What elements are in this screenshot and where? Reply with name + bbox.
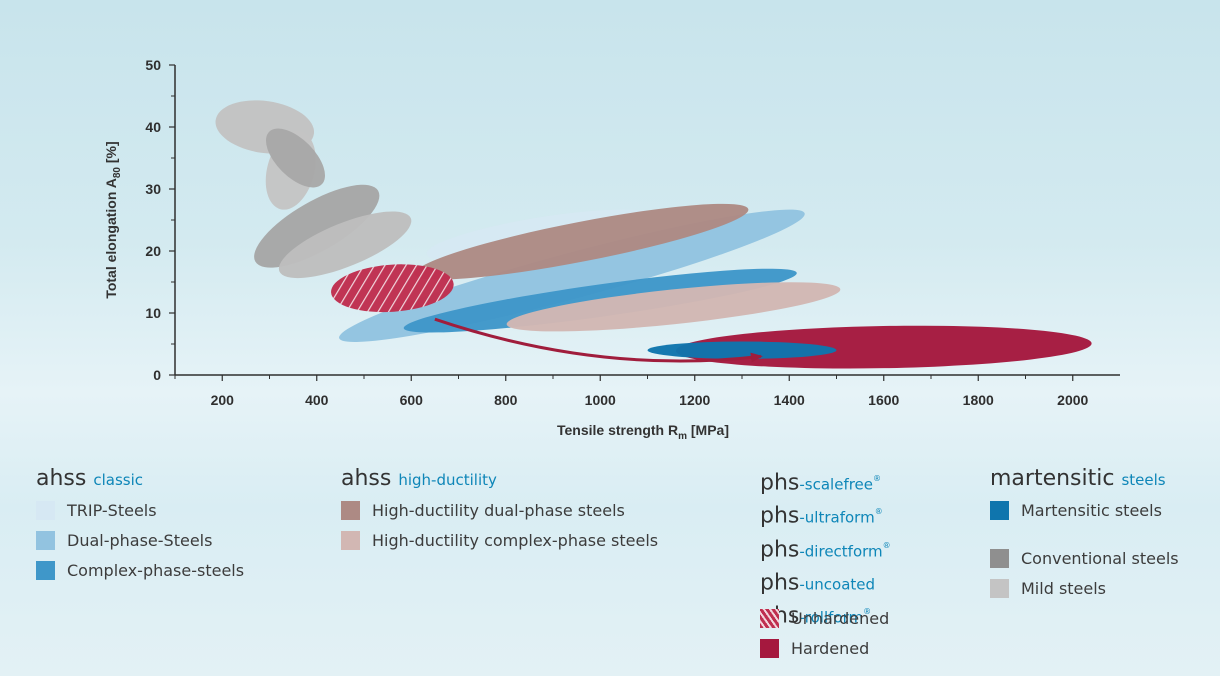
legend-title-ahss-high-ductility: ahss high-ductility xyxy=(341,466,497,491)
legend-item-martensitic: Martensitic steels xyxy=(990,501,1162,520)
legend-swatch-hd-dual-phase xyxy=(341,501,360,520)
legend-label-complex-phase: Complex-phase-steels xyxy=(67,561,245,580)
legend-item-trip: TRIP-Steels xyxy=(36,501,157,520)
region-unhardened-12 xyxy=(331,264,454,313)
legend-label-martensitic: Martensitic steels xyxy=(1021,501,1162,520)
legend-martensitic: martensitic steels Martensitic steels Co… xyxy=(990,466,1210,606)
phs-scalefree: phs-scalefree® xyxy=(760,470,882,496)
legend-ahss-classic: ahss classic TRIP-Steels Dual-phase-Stee… xyxy=(36,466,296,596)
y-tick-label-30: 30 xyxy=(145,181,161,197)
phs-directform: phs-directform® xyxy=(760,536,891,562)
y-tick-label-10: 10 xyxy=(145,305,161,321)
legend-swatch-complex-phase xyxy=(36,561,55,580)
legend-label-trip: TRIP-Steels xyxy=(67,501,157,520)
y-tick-label-40: 40 xyxy=(145,119,161,135)
legend-swatch-unhardened xyxy=(760,609,779,628)
legend-label-hd-complex-phase: High-ductility complex-phase steels xyxy=(372,531,659,550)
x-tick-label-2000: 2000 xyxy=(1057,392,1088,408)
legend-item-hd-dual-phase: High-ductility dual-phase steels xyxy=(341,501,625,520)
legend-item-unhardened: Unhardened xyxy=(760,609,889,628)
y-tick-label-0: 0 xyxy=(153,367,161,383)
legend-item-hd-complex-phase: High-ductility complex-phase steels xyxy=(341,531,658,550)
legend-item-complex-phase: Complex-phase-steels xyxy=(36,561,244,580)
legend-swatch-dual-phase xyxy=(36,531,55,550)
x-tick-label-800: 800 xyxy=(494,392,518,408)
legend-item-hardened: Hardened xyxy=(760,639,869,658)
legend-label-mild: Mild steels xyxy=(1021,579,1107,598)
region-martensitic-steels-10 xyxy=(647,341,837,359)
region-high-ductility-complex-phase-steels-11 xyxy=(506,282,841,332)
region-conventional-steels-3 xyxy=(254,184,380,268)
legend-swatch-mild xyxy=(990,579,1009,598)
legend-swatch-trip xyxy=(36,501,55,520)
x-tick-label-400: 400 xyxy=(305,392,329,408)
x-tick-label-600: 600 xyxy=(400,392,424,408)
legend-swatch-hd-complex-phase xyxy=(341,531,360,550)
legend-swatch-martensitic xyxy=(990,501,1009,520)
x-tick-label-1800: 1800 xyxy=(963,392,994,408)
x-tick-label-200: 200 xyxy=(211,392,235,408)
legend-item-mild: Mild steels xyxy=(990,579,1106,598)
phs-ultraform: phs-ultraform® xyxy=(760,503,883,529)
x-tick-label-1000: 1000 xyxy=(585,392,616,408)
steel-regions xyxy=(215,100,1092,369)
x-tick-label-1200: 1200 xyxy=(679,392,710,408)
y-tick-label-20: 20 xyxy=(145,243,161,259)
legend-title-martensitic: martensitic steels xyxy=(990,466,1166,491)
legend-ahss-high-ductility: ahss high-ductility High-ductility dual-… xyxy=(341,466,701,566)
legend-swatch-hardened xyxy=(760,639,779,658)
hardening-arrow xyxy=(434,317,763,363)
legend-label-conventional: Conventional steels xyxy=(1021,549,1179,568)
region-high-ductility-dual-phase-steels-8 xyxy=(414,203,749,280)
region-mild-steels-4 xyxy=(278,211,412,279)
phs-uncoated: phs-uncoated xyxy=(760,570,876,596)
legend-item-dual-phase: Dual-phase-Steels xyxy=(36,531,212,550)
legend-label-unhardened: Unhardened xyxy=(791,609,890,628)
region-conventional-steels-2 xyxy=(265,128,325,188)
legend-label-hardened: Hardened xyxy=(791,639,870,658)
x-tick-label-1400: 1400 xyxy=(774,392,805,408)
steel-properties-chart: 200 400 600 800 1000 1200 1400 1600 1800 2000 0 10… xyxy=(103,57,1120,442)
x-tick-label-1600: 1600 xyxy=(868,392,899,408)
y-axis-title: Total elongation A80 [%] xyxy=(103,141,123,298)
legend-item-conventional: Conventional steels xyxy=(990,549,1179,568)
region-dual-phase-steels-5 xyxy=(339,209,805,342)
legend-title-ahss-classic: ahss classic xyxy=(36,466,144,491)
legend-label-dual-phase: Dual-phase-Steels xyxy=(67,531,213,550)
x-axis-title: Tensile strength Rm [MPa] xyxy=(557,422,729,442)
legend-swatch-conventional xyxy=(990,549,1009,568)
y-tick-label-50: 50 xyxy=(145,57,161,73)
chart-axes: 200 400 600 800 1000 1200 1400 1600 1800 2000 0 10… xyxy=(145,57,1120,408)
legend-label-hd-dual-phase: High-ductility dual-phase steels xyxy=(372,501,625,520)
legend-phs: phs-scalefree® phs-ultraform® phs-direct… xyxy=(760,465,960,665)
